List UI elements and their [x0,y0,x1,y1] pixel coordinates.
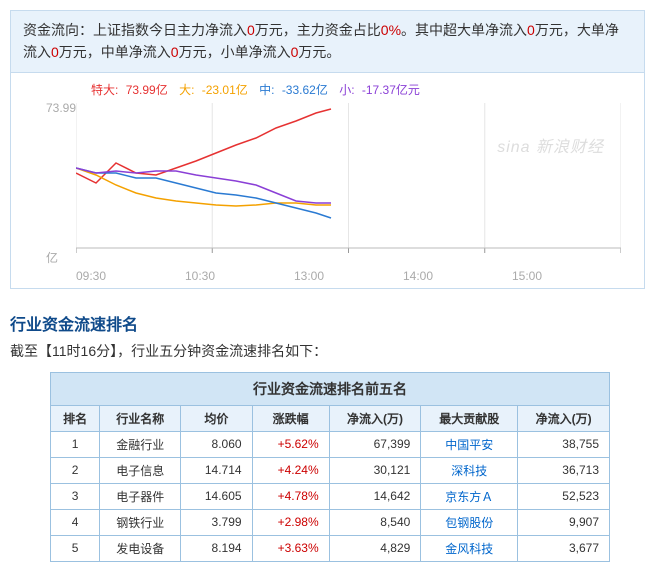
chart-svg [76,103,621,258]
xtick-1: 10:30 [185,269,294,283]
legend-label-2: 中: [259,83,274,97]
cell-sinflow: 36,713 [518,457,610,483]
cell-sinflow: 38,755 [518,431,610,457]
cell-rank: 5 [51,535,100,561]
legend-label-3: 小: [339,83,354,97]
legend-item-2: 中: -33.62亿 [259,83,332,97]
summary-z0: 0 [247,22,255,38]
th-rank: 排名 [51,405,100,431]
legend-item-3: 小: -17.37亿元 [339,83,424,97]
cell-sinflow: 9,907 [518,509,610,535]
table-row: 1金融行业8.060+5.62%67,399中国平安38,755 [51,431,610,457]
th-price: 均价 [181,405,252,431]
table-header-row: 排名 行业名称 均价 涨跌幅 净流入(万) 最大贡献股 净流入(万) [51,405,610,431]
cell-inflow: 14,642 [329,483,421,509]
cell-price: 14.605 [181,483,252,509]
xtick-4: 15:00 [512,269,621,283]
cell-change: +4.24% [252,457,329,483]
legend-value-2: -33.62亿 [282,83,328,97]
legend-item-0: 特大: 73.99亿 [91,83,172,97]
summary-z1: 0% [381,22,401,38]
th-industry: 行业名称 [100,405,181,431]
summary-t1: 万元，主力资金占比 [255,22,381,38]
cell-price: 3.799 [181,509,252,535]
summary-z2: 0 [527,22,535,38]
summary-t0: 上证指数今日主力净流入 [93,22,247,38]
sub-time: 11时16分 [52,343,110,359]
ranking-title: 行业资金流速排名 [10,311,645,335]
chart-legend: 特大: 73.99亿 大: -23.01亿 中: -33.62亿 小: -17.… [91,81,428,98]
summary-t4: 万元，中单净流入 [59,44,171,60]
sub-before: 截至【 [10,343,52,359]
summary-z3: 0 [51,44,59,60]
cell-inflow: 8,540 [329,509,421,535]
legend-label-1: 大: [179,83,194,97]
summary-z4: 0 [171,44,179,60]
legend-value-0: 73.99亿 [126,83,168,97]
table-row: 2电子信息14.714+4.24%30,121深科技36,713 [51,457,610,483]
legend-value-3: -17.37亿元 [362,83,420,97]
cell-change: +3.63% [252,535,329,561]
table-row: 5发电设备8.194+3.63%4,829金风科技3,677 [51,535,610,561]
cell-industry: 发电设备 [100,535,181,561]
legend-value-1: -23.01亿 [202,83,248,97]
cell-sinflow: 3,677 [518,535,610,561]
cell-industry: 金融行业 [100,431,181,457]
ranking-subtitle: 截至【11时16分】，行业五分钟资金流速排名如下： [10,341,645,362]
cell-stock[interactable]: 深科技 [421,457,518,483]
cell-change: +5.62% [252,431,329,457]
x-ticks: 09:30 10:30 13:00 14:00 15:00 [76,269,621,283]
fund-flow-summary: 资金流向：上证指数今日主力净流入0万元，主力资金占比0%。其中超大单净流入0万元… [11,11,644,73]
ranking-table: 行业资金流速排名前五名 排名 行业名称 均价 涨跌幅 净流入(万) 最大贡献股 … [50,372,610,562]
xtick-3: 14:00 [403,269,512,283]
th-inflow: 净流入(万) [329,405,421,431]
sub-after: 】，行业五分钟资金流速排名如下： [110,343,327,359]
cell-industry: 钢铁行业 [100,509,181,535]
table-row: 3电子器件14.605+4.78%14,642京东方Ａ52,523 [51,483,610,509]
cell-stock[interactable]: 金风科技 [421,535,518,561]
cell-inflow: 4,829 [329,535,421,561]
cell-industry: 电子信息 [100,457,181,483]
cell-rank: 4 [51,509,100,535]
cell-price: 8.060 [181,431,252,457]
summary-t2: 。其中超大单净流入 [401,22,527,38]
cell-sinflow: 52,523 [518,483,610,509]
cell-rank: 2 [51,457,100,483]
th-stock: 最大贡献股 [421,405,518,431]
y-top-value: 73.99 [46,101,76,115]
cell-price: 14.714 [181,457,252,483]
table-row: 4钢铁行业3.799+2.98%8,540包钢股份9,907 [51,509,610,535]
th-sinflow: 净流入(万) [518,405,610,431]
cell-stock[interactable]: 中国平安 [421,431,518,457]
legend-label-0: 特大: [91,83,118,97]
cell-stock[interactable]: 京东方Ａ [421,483,518,509]
fund-flow-panel: 资金流向：上证指数今日主力净流入0万元，主力资金占比0%。其中超大单净流入0万元… [10,10,645,289]
legend-item-1: 大: -23.01亿 [179,83,252,97]
cell-change: +2.98% [252,509,329,535]
summary-t6: 万元。 [298,44,340,60]
fund-flow-chart: 特大: 73.99亿 大: -23.01亿 中: -33.62亿 小: -17.… [11,73,644,288]
cell-inflow: 30,121 [329,457,421,483]
table-caption: 行业资金流速排名前五名 [51,372,610,405]
cell-rank: 3 [51,483,100,509]
summary-prefix: 资金流向： [23,22,93,38]
cell-price: 8.194 [181,535,252,561]
summary-t5: 万元，小单净流入 [179,44,291,60]
cell-industry: 电子器件 [100,483,181,509]
cell-inflow: 67,399 [329,431,421,457]
cell-change: +4.78% [252,483,329,509]
y-unit: 亿 [46,249,58,266]
cell-rank: 1 [51,431,100,457]
xtick-2: 13:00 [294,269,403,283]
ranking-table-wrap: 行业资金流速排名前五名 排名 行业名称 均价 涨跌幅 净流入(万) 最大贡献股 … [10,372,645,562]
th-change: 涨跌幅 [252,405,329,431]
xtick-0: 09:30 [76,269,185,283]
cell-stock[interactable]: 包钢股份 [421,509,518,535]
